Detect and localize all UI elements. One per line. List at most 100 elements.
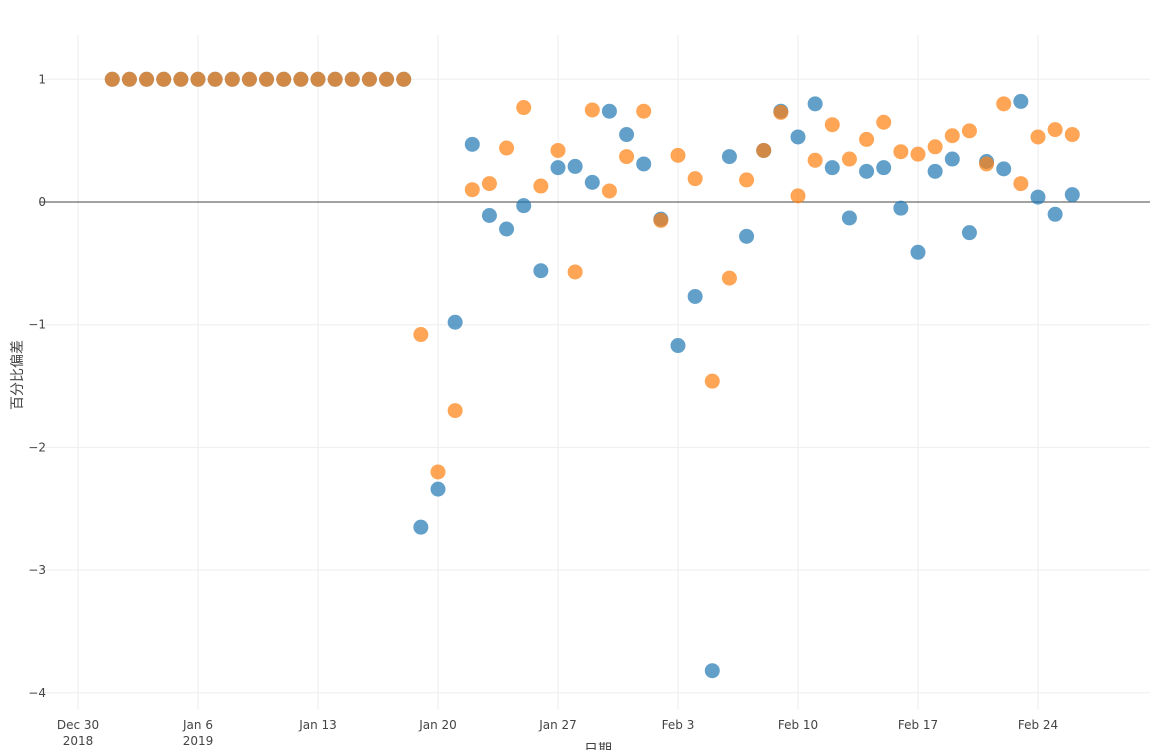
data-point (207, 71, 223, 87)
data-point (516, 100, 532, 116)
data-point (807, 96, 823, 112)
data-point (173, 71, 189, 87)
data-point (653, 212, 669, 228)
data-point (344, 71, 360, 87)
data-point (156, 71, 172, 87)
data-point (807, 152, 823, 168)
data-point (824, 160, 840, 176)
data-point (927, 163, 943, 179)
x-tick-label: Jan 6 (182, 718, 213, 732)
data-point (619, 149, 635, 165)
data-point (773, 104, 789, 120)
data-point (859, 131, 875, 147)
data-point (293, 71, 309, 87)
data-point (516, 198, 532, 214)
data-point (944, 128, 960, 144)
data-point (361, 71, 377, 87)
data-point (739, 228, 755, 244)
data-point (567, 158, 583, 174)
data-point (721, 270, 737, 286)
data-point (1013, 176, 1029, 192)
data-point (841, 210, 857, 226)
data-point (533, 263, 549, 279)
data-point (430, 464, 446, 480)
data-point (241, 71, 257, 87)
data-point (704, 663, 720, 679)
data-point (1047, 122, 1063, 138)
y-tick-label: −3 (28, 563, 46, 577)
data-point (739, 172, 755, 188)
data-point (687, 171, 703, 187)
data-point (567, 264, 583, 280)
data-point (499, 140, 515, 156)
data-point (1047, 206, 1063, 222)
data-point (430, 481, 446, 497)
data-point (550, 142, 566, 158)
y-tick-label: 1 (38, 72, 46, 86)
y-tick-label: −2 (28, 440, 46, 454)
data-point (704, 373, 720, 389)
data-point (104, 71, 120, 87)
data-point (790, 188, 806, 204)
y-axis-title: 百分比偏差 (10, 340, 26, 410)
data-point (961, 123, 977, 139)
data-point (481, 207, 497, 223)
x-axis-title: 日期 (584, 742, 612, 750)
y-tick-label: −1 (28, 318, 46, 332)
data-point (687, 288, 703, 304)
data-point (670, 147, 686, 163)
data-point (961, 225, 977, 241)
y-tick-label: 0 (38, 195, 46, 209)
data-point (979, 156, 995, 172)
grid (40, 35, 1150, 710)
data-point (413, 327, 429, 343)
data-point (721, 149, 737, 165)
data-point (584, 102, 600, 118)
data-point (876, 114, 892, 130)
y-tick-label: −4 (28, 686, 46, 700)
data-point (1013, 93, 1029, 109)
x-tick-label: Jan 20 (418, 718, 457, 732)
series-orange (104, 71, 1080, 480)
series-blue (104, 71, 1080, 679)
data-point (327, 71, 343, 87)
data-point (481, 176, 497, 192)
data-point (636, 156, 652, 172)
x-tick-label: Feb 24 (1018, 718, 1058, 732)
data-point (310, 71, 326, 87)
data-point (276, 71, 292, 87)
data-point (893, 200, 909, 216)
x-tick-sublabel: 2019 (183, 734, 214, 748)
data-point (447, 403, 463, 419)
data-point (396, 71, 412, 87)
x-tick-label: Jan 27 (538, 718, 577, 732)
data-point (859, 163, 875, 179)
data-point (499, 221, 515, 237)
data-point (550, 160, 566, 176)
data-point (1030, 189, 1046, 205)
data-point (379, 71, 395, 87)
data-point (841, 151, 857, 167)
data-point (413, 519, 429, 535)
data-point (464, 182, 480, 198)
data-point (1064, 127, 1080, 143)
data-point (190, 71, 206, 87)
data-point (533, 178, 549, 194)
data-point (927, 139, 943, 155)
x-tick-sublabel: 2018 (63, 734, 94, 748)
data-points (104, 71, 1080, 679)
data-point (601, 103, 617, 119)
y-axis: 1 0 −1 −2 −3 −4 (28, 72, 46, 700)
data-point (910, 244, 926, 260)
x-axis: Dec 30 2018 Jan 6 2019 Jan 13 Jan 20 Jan 27 Feb… (57, 718, 1058, 748)
data-point (996, 161, 1012, 177)
data-point (259, 71, 275, 87)
data-point (224, 71, 240, 87)
data-point (1064, 187, 1080, 203)
data-point (584, 174, 600, 190)
data-point (464, 136, 480, 152)
data-point (619, 127, 635, 143)
data-point (824, 117, 840, 133)
data-point (447, 314, 463, 330)
